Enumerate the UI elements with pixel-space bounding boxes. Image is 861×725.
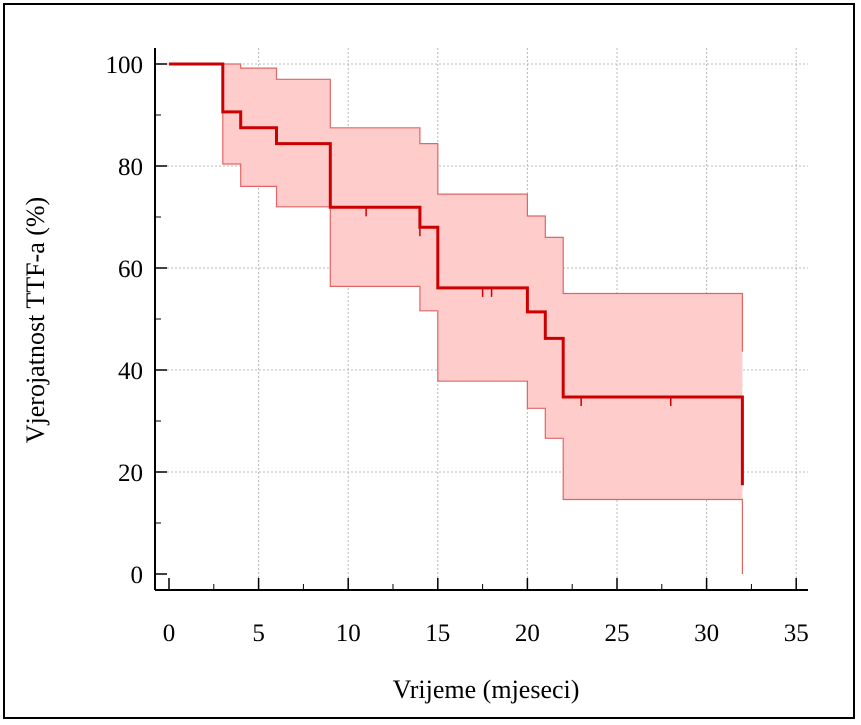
confidence-band	[169, 64, 743, 574]
y-tick-label: 20	[118, 460, 143, 487]
y-tick-label: 60	[118, 256, 143, 283]
y-axis-title: Vjerojatnost TTF-a (%)	[21, 197, 50, 443]
axis-ticks: 0 5 10 15 20 25 30 35 0 20 40 60 80 100	[106, 52, 809, 647]
x-tick-label: 25	[605, 620, 630, 647]
x-tick-label: 15	[425, 620, 450, 647]
x-tick-label: 20	[515, 620, 540, 647]
y-tick-label: 100	[106, 52, 144, 79]
y-tick-label: 0	[131, 562, 144, 589]
upper-ci-line	[169, 63, 743, 352]
x-tick-label: 10	[336, 620, 361, 647]
lower-ci-line	[169, 63, 743, 574]
y-tick-label: 40	[118, 358, 143, 385]
x-axis-title: Vrijeme (mjeseci)	[393, 675, 580, 704]
x-tick-label: 0	[163, 620, 176, 647]
y-tick-label: 80	[118, 154, 143, 181]
x-tick-label: 35	[784, 620, 809, 647]
x-tick-label: 30	[694, 620, 719, 647]
x-tick-label: 5	[252, 620, 265, 647]
censor-marks	[365, 207, 672, 407]
